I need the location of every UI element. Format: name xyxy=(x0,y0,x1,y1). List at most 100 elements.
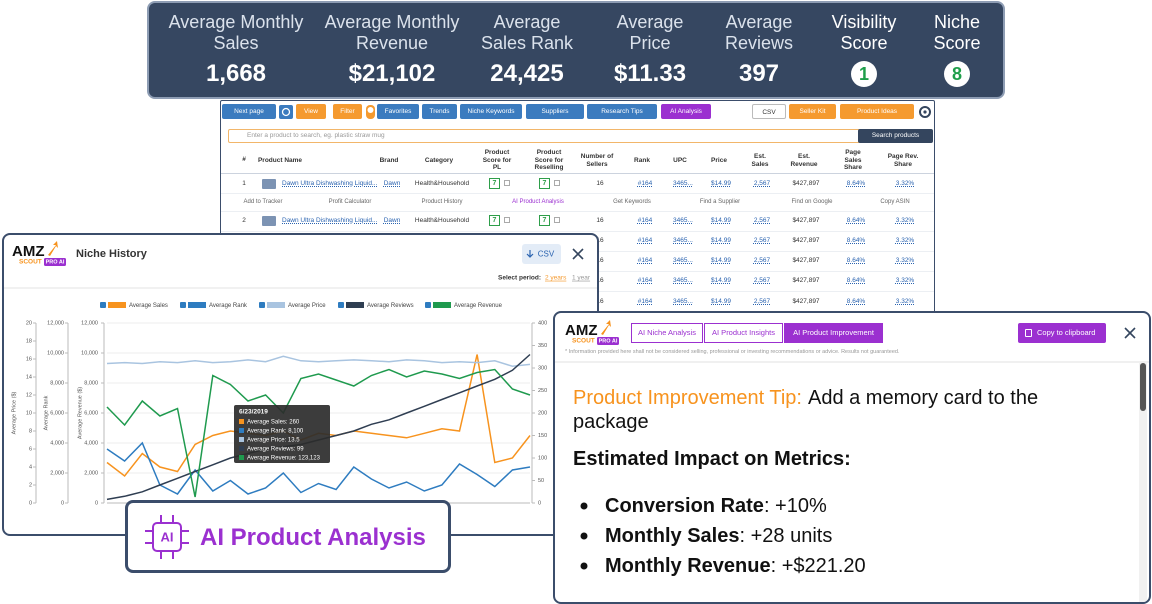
toolbar-button[interactable]: View xyxy=(296,104,326,119)
cell-upc[interactable]: 3465... xyxy=(673,237,693,244)
cell-product[interactable]: Dawn Ultra Dishwashing Liquid... xyxy=(282,217,378,224)
scroll-thumb[interactable] xyxy=(1140,363,1146,411)
toolbar-button[interactable]: Niche Keywords xyxy=(460,104,522,119)
cell-upc[interactable]: 3465... xyxy=(673,217,693,224)
cell-sales[interactable]: 2,567 xyxy=(753,180,771,187)
ai-icon: AI xyxy=(145,515,189,559)
column-header: UPC xyxy=(673,156,687,164)
cell-rev_share[interactable]: 3.32% xyxy=(895,257,915,264)
cell-price[interactable]: $14.99 xyxy=(711,257,731,264)
cell-sales_share[interactable]: 8.64% xyxy=(846,217,866,224)
external-link[interactable] xyxy=(504,180,510,186)
stats-banner: Average Monthly Sales 1,668 Average Monthly… xyxy=(147,1,1005,99)
cell-sales_share[interactable]: 8.64% xyxy=(846,298,866,305)
external-link[interactable] xyxy=(554,180,560,186)
cell-rev_share[interactable]: 3.32% xyxy=(895,237,915,244)
cell-rev_share[interactable]: 3.32% xyxy=(895,298,915,305)
y-tick-label: 4 xyxy=(29,464,32,470)
tab[interactable]: AI Product Insights xyxy=(704,323,783,343)
toolbar-button[interactable]: Trends xyxy=(422,104,457,119)
cell-price[interactable]: $14.99 xyxy=(711,180,731,187)
tab[interactable]: AI Product Improvement xyxy=(784,323,883,343)
toolbar-button[interactable]: Suppliers xyxy=(526,104,584,119)
cell-sales_share[interactable]: 8.64% xyxy=(846,237,866,244)
legend-label[interactable]: Average Revenue xyxy=(454,303,503,309)
external-link[interactable] xyxy=(554,217,560,223)
legend-checkbox[interactable] xyxy=(100,302,106,308)
external-link[interactable] xyxy=(504,217,510,223)
row-action[interactable]: Add to Tracker xyxy=(243,199,283,205)
cell-brand[interactable]: Dawn xyxy=(383,180,401,187)
legend-label[interactable]: Average Sales xyxy=(129,303,168,309)
tab[interactable]: AI Niche Analysis xyxy=(631,323,703,343)
cell-sales_share[interactable]: 8.64% xyxy=(846,277,866,284)
row-action[interactable]: Profit Calculator xyxy=(328,199,372,205)
cell-price[interactable]: $14.99 xyxy=(711,298,731,305)
copy-button[interactable]: Copy to clipboard xyxy=(1018,323,1106,343)
cell-rank[interactable]: #164 xyxy=(637,257,653,264)
cell-rank[interactable]: #164 xyxy=(637,298,653,305)
cell-sales[interactable]: 2,567 xyxy=(753,217,771,224)
cell-upc[interactable]: 3465... xyxy=(673,257,693,264)
period-option[interactable]: 2 years xyxy=(545,275,567,282)
toolbar-button[interactable]: Research Tips xyxy=(587,104,657,119)
cell-rank[interactable]: #164 xyxy=(637,217,653,224)
cell-sales_share[interactable]: 8.64% xyxy=(846,257,866,264)
toolbar-button[interactable]: AI Analysis xyxy=(661,104,711,119)
cell-upc[interactable]: 3465... xyxy=(673,298,693,305)
legend-label[interactable]: Average Rank xyxy=(209,303,248,309)
csv-button[interactable] xyxy=(522,244,561,264)
toolbar-button[interactable]: CSV xyxy=(752,104,786,119)
toolbar-button[interactable]: Seller Kit xyxy=(789,104,836,119)
toolbar-button[interactable]: Favorites xyxy=(377,104,419,119)
legend-label[interactable]: Average Price xyxy=(288,303,326,309)
legend-checkbox[interactable] xyxy=(338,302,344,308)
cell-sales[interactable]: 2,567 xyxy=(753,298,771,305)
close-button[interactable] xyxy=(572,248,584,260)
y-tick-label: 4,000 xyxy=(50,440,64,446)
cell-rev_share[interactable]: 3.32% xyxy=(895,180,915,187)
row-action[interactable]: Find on Google xyxy=(791,199,833,205)
row-divider xyxy=(221,211,934,212)
toolbar-button[interactable]: Next page xyxy=(222,104,276,119)
cell-rank[interactable]: #164 xyxy=(637,237,653,244)
cell-rev_share[interactable]: 3.32% xyxy=(895,217,915,224)
metric: Monthly Sales: +28 units xyxy=(605,524,832,548)
cell-sales[interactable]: 2,567 xyxy=(753,277,771,284)
cell-sales_share[interactable]: 8.64% xyxy=(846,180,866,187)
toggle[interactable] xyxy=(366,105,375,119)
cell-price[interactable]: $14.99 xyxy=(711,277,731,284)
row-action[interactable]: Copy ASIN xyxy=(880,199,910,205)
cell-upc[interactable]: 3465... xyxy=(673,180,693,187)
legend-checkbox[interactable] xyxy=(259,302,265,308)
cell-rank[interactable]: #164 xyxy=(637,277,653,284)
cell-price[interactable]: $14.99 xyxy=(711,237,731,244)
cell-product[interactable]: Dawn Ultra Dishwashing Liquid... xyxy=(282,180,378,187)
settings-button[interactable] xyxy=(918,105,932,119)
legend-checkbox[interactable] xyxy=(425,302,431,308)
legend-label[interactable]: Average Reviews xyxy=(367,303,414,309)
y-tick-label: 10,000 xyxy=(47,350,64,356)
cell-sales[interactable]: 2,567 xyxy=(753,237,771,244)
cell-rev_share[interactable]: 3.32% xyxy=(895,277,915,284)
cell-rank[interactable]: #164 xyxy=(637,180,653,187)
row-action[interactable]: Find a Supplier xyxy=(699,199,741,205)
close-button[interactable] xyxy=(1124,327,1136,339)
disclaimer: * Information provided here shall not be… xyxy=(565,349,900,355)
period-option[interactable]: 1 year xyxy=(572,275,591,282)
search-button[interactable]: Search products xyxy=(858,129,933,143)
search-input[interactable]: Enter a product to search, eg. plastic s… xyxy=(228,129,860,143)
cell-brand[interactable]: Dawn xyxy=(383,217,401,224)
cell-sales[interactable]: 2,567 xyxy=(753,257,771,264)
row-action[interactable]: Get Keywords xyxy=(613,199,651,205)
toolbar-button[interactable]: Product Ideas xyxy=(840,104,914,119)
cell-upc[interactable]: 3465... xyxy=(673,277,693,284)
toolbar-button[interactable]: Filter xyxy=(333,104,362,119)
legend-checkbox[interactable] xyxy=(180,302,186,308)
row-action[interactable]: Product History xyxy=(421,199,463,205)
refresh-button[interactable] xyxy=(279,105,293,119)
row-action[interactable]: AI Product Analysis xyxy=(512,199,564,205)
cell-category: Health&Household xyxy=(414,180,470,187)
cell-revenue: $427,897 xyxy=(792,180,820,187)
cell-price[interactable]: $14.99 xyxy=(711,217,731,224)
